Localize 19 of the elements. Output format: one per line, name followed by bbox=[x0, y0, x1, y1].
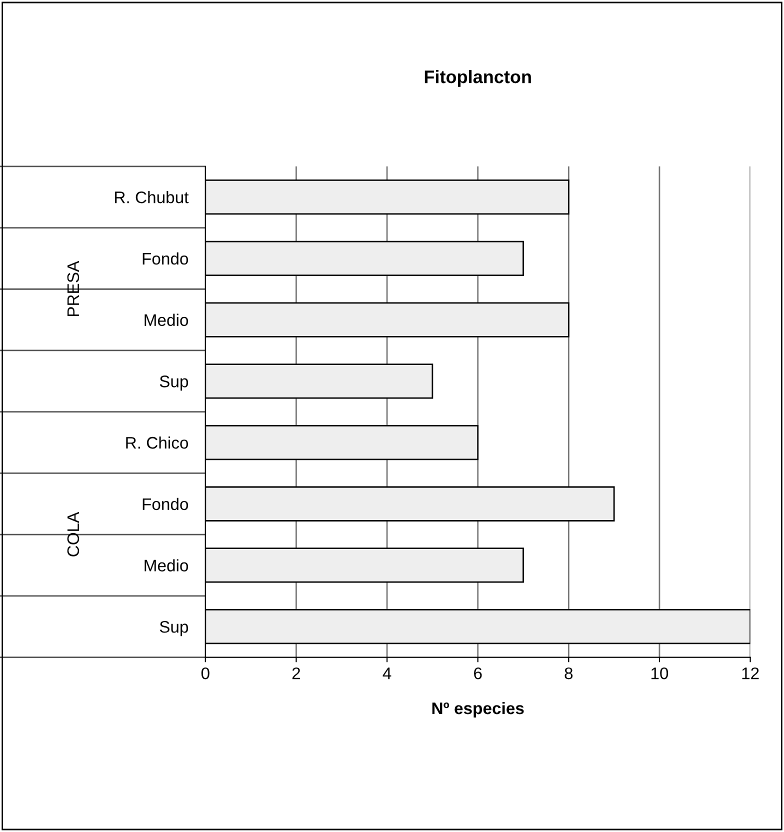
y-tick-label: Medio bbox=[144, 559, 188, 572]
x-tick-label: 12 bbox=[742, 667, 759, 680]
y-tick-label: Fondo bbox=[142, 252, 188, 265]
y-tick-label: Sup bbox=[160, 621, 188, 636]
y-tick-label: R. Chico bbox=[126, 436, 188, 449]
text: COLA bbox=[67, 512, 80, 556]
x-tick-label: 6 bbox=[474, 667, 482, 680]
x-tick-label: 4 bbox=[382, 668, 392, 680]
y-tick-label: Sup bbox=[160, 376, 188, 391]
y-tick-label: Medio bbox=[144, 314, 188, 326]
x-tick-label: 10 bbox=[651, 667, 668, 680]
y-tick-label: R. Chubut bbox=[115, 191, 189, 204]
y-tick-label: Fondo bbox=[142, 498, 188, 510]
x-axis-title: Nº especies bbox=[432, 702, 524, 718]
chart-title: Fitoplancton bbox=[424, 70, 531, 87]
text: PRESA bbox=[67, 260, 80, 316]
x-tick-label: 2 bbox=[292, 667, 300, 680]
x-tick-label: 8 bbox=[564, 667, 573, 680]
x-tick-label: 0 bbox=[201, 667, 210, 680]
